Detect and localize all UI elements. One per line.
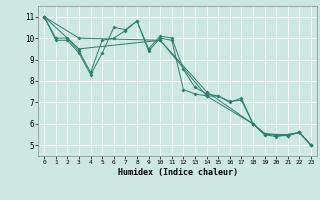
X-axis label: Humidex (Indice chaleur): Humidex (Indice chaleur) — [118, 168, 238, 177]
